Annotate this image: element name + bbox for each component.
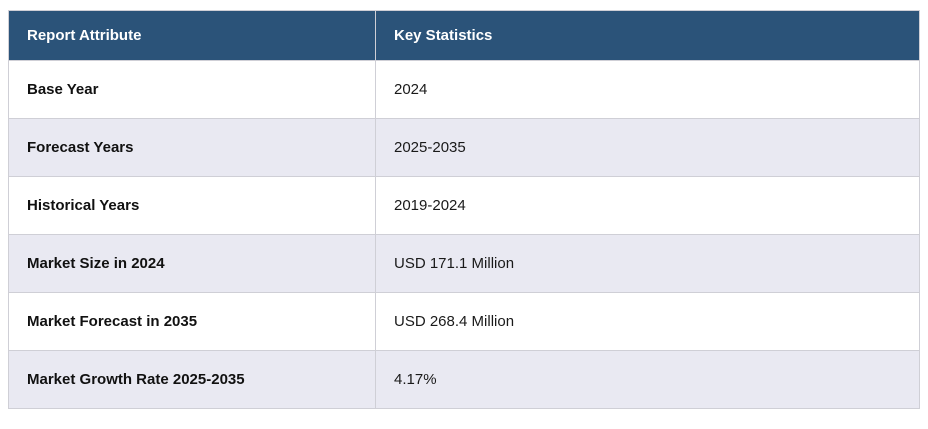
value-cell: USD 268.4 Million [375,292,920,351]
table-row: Forecast Years 2025-2035 [8,118,920,177]
value-cell: 2025-2035 [375,118,920,177]
header-report-attribute: Report Attribute [8,10,376,61]
header-key-statistics: Key Statistics [375,10,920,61]
attribute-cell: Market Forecast in 2035 [8,292,376,351]
value-cell: 4.17% [375,350,920,409]
attribute-cell: Historical Years [8,176,376,235]
attribute-cell: Forecast Years [8,118,376,177]
value-cell: USD 171.1 Million [375,234,920,293]
table-row: Market Growth Rate 2025-2035 4.17% [8,350,920,409]
report-statistics-table: Report Attribute Key Statistics Base Yea… [8,10,920,409]
attribute-cell: Market Growth Rate 2025-2035 [8,350,376,409]
table-header-row: Report Attribute Key Statistics [8,10,920,61]
table-row: Historical Years 2019-2024 [8,176,920,235]
table-row: Base Year 2024 [8,60,920,119]
attribute-cell: Base Year [8,60,376,119]
value-cell: 2019-2024 [375,176,920,235]
table-row: Market Size in 2024 USD 171.1 Million [8,234,920,293]
value-cell: 2024 [375,60,920,119]
table-row: Market Forecast in 2035 USD 268.4 Millio… [8,292,920,351]
attribute-cell: Market Size in 2024 [8,234,376,293]
